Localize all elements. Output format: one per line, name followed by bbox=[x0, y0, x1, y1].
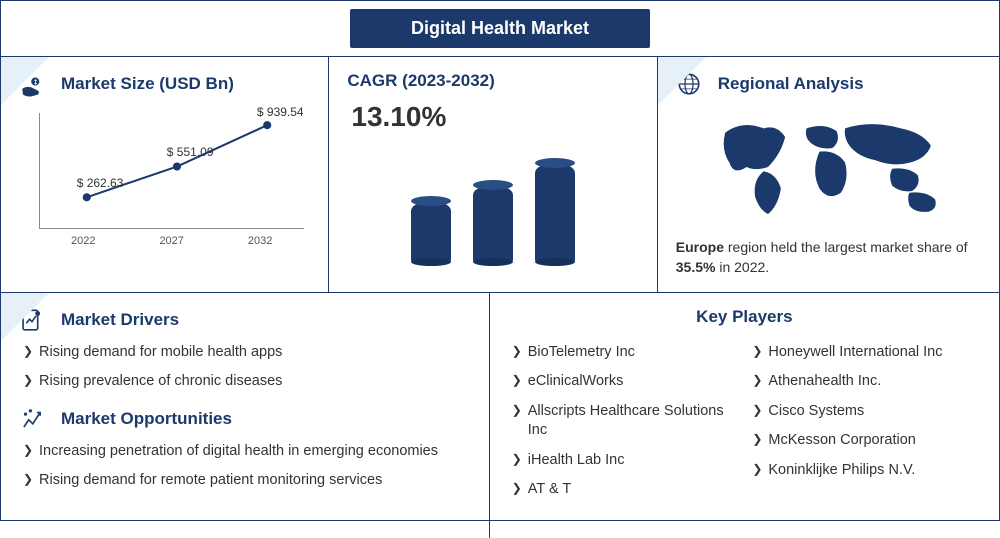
list-item: Cisco Systems bbox=[752, 402, 981, 422]
corner-triangle bbox=[1, 293, 49, 341]
opportunities-icon bbox=[19, 406, 45, 432]
drivers-head: Market Drivers bbox=[19, 307, 471, 333]
drivers-opps-panel: Market Drivers Rising demand for mobile … bbox=[1, 293, 490, 538]
opps-head: Market Opportunities bbox=[19, 406, 471, 432]
kp-col2: Honeywell International Inc Athenahealth… bbox=[752, 343, 981, 510]
list-item: eClinicalWorks bbox=[512, 372, 741, 392]
market-size-chart: $ 262.63 $ 551.09 $ 939.54 2022 2027 2032 bbox=[19, 107, 310, 247]
drivers-title: Market Drivers bbox=[61, 310, 179, 330]
page-title: Digital Health Market bbox=[350, 9, 650, 48]
list-item: Rising prevalence of chronic diseases bbox=[23, 372, 471, 392]
list-item: Honeywell International Inc bbox=[752, 343, 981, 363]
x-axis-labels: 2022 2027 2032 bbox=[39, 235, 304, 247]
cagr-title: CAGR (2023-2032) bbox=[347, 71, 494, 91]
list-item: BioTelemetry Inc bbox=[512, 343, 741, 363]
list-item: Allscripts Healthcare Solutions Inc bbox=[512, 402, 741, 441]
list-item: AT & T bbox=[512, 480, 741, 500]
cagr-bar bbox=[473, 185, 513, 263]
corner-triangle bbox=[658, 57, 706, 105]
x-label: 2027 bbox=[159, 235, 183, 247]
market-size-title: Market Size (USD Bn) bbox=[61, 74, 234, 94]
infographic-page: Digital Health Market Market Size (USD B… bbox=[0, 0, 1000, 521]
regional-title: Regional Analysis bbox=[718, 74, 864, 94]
x-label: 2022 bbox=[71, 235, 95, 247]
opps-title: Market Opportunities bbox=[61, 409, 232, 429]
cagr-head: CAGR (2023-2032) bbox=[347, 71, 638, 91]
regional-head: Regional Analysis bbox=[676, 71, 981, 97]
list-item: Increasing penetration of digital health… bbox=[23, 442, 471, 462]
region-name: Europe bbox=[676, 239, 724, 255]
key-players-panel: Key Players BioTelemetry Inc eClinicalWo… bbox=[490, 293, 999, 538]
cagr-bars bbox=[347, 143, 638, 263]
regional-mid: region held the largest market share of bbox=[724, 239, 968, 255]
regional-panel: Regional Analysis Europe region h bbox=[658, 57, 999, 292]
data-point-label: $ 939.54 bbox=[257, 105, 304, 119]
list-item: Athenahealth Inc. bbox=[752, 372, 981, 392]
market-size-panel: Market Size (USD Bn) $ 262.63 $ 551.09 $ 9… bbox=[1, 57, 329, 292]
x-label: 2032 bbox=[248, 235, 272, 247]
world-map-icon bbox=[676, 107, 981, 227]
cagr-value: 13.10% bbox=[351, 101, 638, 133]
line-chart-svg bbox=[39, 113, 304, 231]
list-item: Rising demand for remote patient monitor… bbox=[23, 471, 471, 491]
list-item: Rising demand for mobile health apps bbox=[23, 343, 471, 363]
region-share: 35.5% bbox=[676, 259, 716, 275]
cagr-bar bbox=[535, 163, 575, 263]
row-1: Market Size (USD Bn) $ 262.63 $ 551.09 $ 9… bbox=[1, 56, 999, 292]
list-item: iHealth Lab Inc bbox=[512, 451, 741, 471]
regional-text: Europe region held the largest market sh… bbox=[676, 237, 981, 278]
opps-list: Increasing penetration of digital health… bbox=[23, 442, 471, 491]
kp-head: Key Players bbox=[508, 307, 981, 327]
list-item: McKesson Corporation bbox=[752, 431, 981, 451]
cagr-bar bbox=[411, 201, 451, 263]
kp-title: Key Players bbox=[696, 307, 792, 327]
row-2: Market Drivers Rising demand for mobile … bbox=[1, 292, 999, 538]
market-size-head: Market Size (USD Bn) bbox=[19, 71, 310, 97]
kp-col1: BioTelemetry Inc eClinicalWorks Allscrip… bbox=[512, 343, 741, 510]
cagr-panel: CAGR (2023-2032) 13.10% bbox=[329, 57, 657, 292]
regional-year: in 2022. bbox=[715, 259, 769, 275]
drivers-list: Rising demand for mobile health apps Ris… bbox=[23, 343, 471, 392]
corner-triangle bbox=[1, 57, 49, 105]
data-point-label: $ 262.63 bbox=[77, 176, 124, 190]
kp-columns: BioTelemetry Inc eClinicalWorks Allscrip… bbox=[508, 337, 981, 524]
data-point-label: $ 551.09 bbox=[167, 145, 214, 159]
list-item: Koninklijke Philips N.V. bbox=[752, 461, 981, 481]
